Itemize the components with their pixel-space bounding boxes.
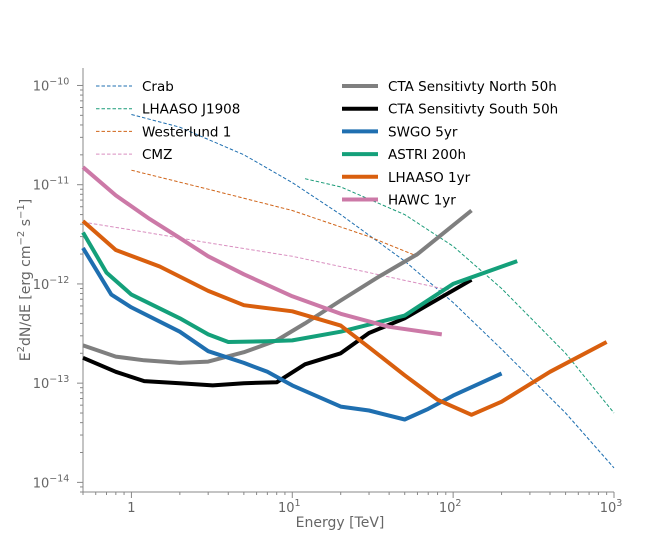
y-tick-label: 10−11: [33, 176, 70, 194]
series-line-astri-200h: [81, 231, 518, 344]
series-layer: [81, 114, 615, 469]
legend-label-swgo-5yr: SWGO 5yr: [388, 124, 458, 140]
series-line-westerlund-1: [131, 169, 418, 257]
series-line-lhaaso-1yr: [81, 219, 608, 417]
x-tick-label: 1: [127, 501, 135, 516]
ticks-layer: 1 101 102 103 10−14 10−13 10−12 10−11 10−10: [33, 76, 623, 516]
legend-label-lhaaso-1yr: LHAASO 1yr: [388, 170, 471, 186]
legend-label-astri-200h: ASTRI 200h: [388, 147, 466, 163]
legend-label-cta-sensitivty-north-50h: CTA Sensitivty North 50h: [388, 79, 557, 95]
x-tick-label: 102: [439, 498, 462, 516]
y-axis-label: E2dN/dE [erg cm−2 s−1]: [16, 199, 34, 361]
series-line-cta-sensitivty-north-50h: [82, 208, 473, 365]
y-tick-label: 10−12: [33, 275, 70, 293]
series-line-crab: [131, 114, 615, 469]
legend-label-lhaaso-j1908: LHAASO J1908: [142, 102, 240, 118]
x-tick-label: 103: [600, 498, 623, 516]
legend: Crab LHAASO J1908 Westerlund 1 CMZ CTA Sensi…: [96, 79, 558, 209]
legend-label-cmz: CMZ: [142, 147, 172, 163]
y-tick-label: 10−10: [33, 76, 70, 94]
legend-label-crab: Crab: [142, 79, 174, 95]
x-axis-label: Energy [TeV]: [296, 515, 385, 531]
series-line-cta-sensitivty-south-50h: [82, 278, 473, 388]
legend-label-hawc-1yr: HAWC 1yr: [388, 193, 456, 209]
series-line-hawc-1yr: [81, 165, 443, 337]
legend-label-cta-sensitivty-south-50h: CTA Sensitivty South 50h: [388, 102, 558, 118]
series-line-swgo-5yr: [81, 246, 503, 422]
x-tick-label: 101: [278, 498, 301, 516]
y-tick-label: 10−13: [33, 374, 70, 392]
series-line-lhaaso-j1908: [304, 178, 615, 414]
plot-area: [82, 68, 614, 493]
y-tick-label: 10−14: [33, 473, 70, 491]
legend-label-westerlund-1: Westerlund 1: [142, 124, 231, 140]
